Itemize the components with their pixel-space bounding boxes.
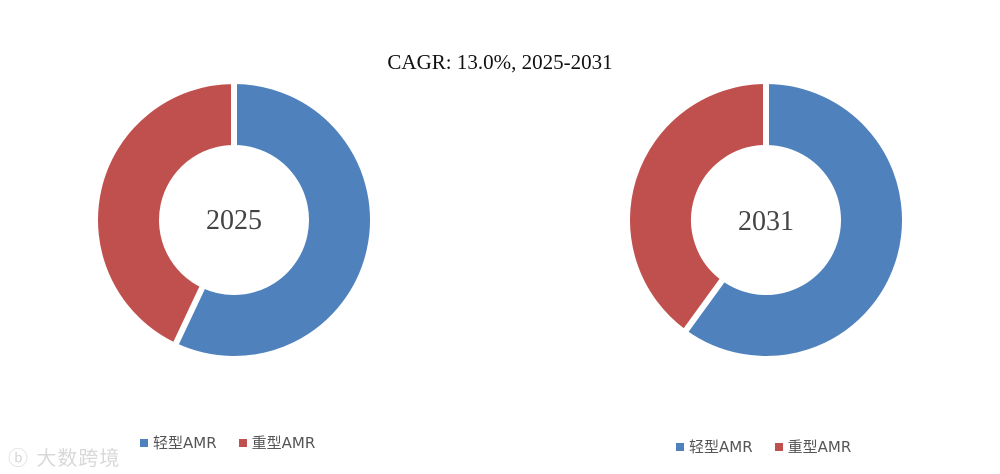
legend-label: 重型AMR (251, 434, 316, 452)
watermark-text: 大数跨境 (36, 446, 121, 470)
cagr-title: CAGR: 13.0%, 2025-2031 (387, 50, 613, 74)
donut-slice-light-amr-2025 (170, 77, 376, 362)
legend-swatch-heavy-amr (774, 442, 783, 451)
donut-slice-light-amr-2031 (680, 77, 908, 362)
donut-center-label-2031: 2031 (738, 206, 794, 237)
legend-item-light-amr: 轻型AMR (140, 432, 217, 453)
legend-label: 重型AMR (787, 438, 852, 456)
donut-slice-heavy-amr-2031 (624, 77, 769, 337)
legend-label: 轻型AMR (689, 438, 753, 456)
legend-item-heavy-amr: 重型AMR (238, 432, 316, 453)
donut-slice-heavy-amr-2025 (92, 77, 237, 350)
donut-center-label-2025: 2025 (206, 205, 262, 236)
legend-item-heavy-amr: 重型AMR (774, 436, 852, 457)
legend-swatch-light-amr (676, 442, 684, 451)
legend-swatch-heavy-amr (238, 438, 247, 447)
legend-swatch-light-amr (140, 438, 148, 447)
legend-2025: 轻型AMR 重型AMR (140, 432, 337, 453)
watermark-icon: ⓑ (8, 446, 29, 470)
legend-item-light-amr: 轻型AMR (676, 436, 753, 457)
legend-2031: 轻型AMR 重型AMR (676, 436, 873, 457)
legend-label: 轻型AMR (153, 434, 217, 452)
watermark-logo: ⓑ 大数跨境 (8, 442, 120, 471)
